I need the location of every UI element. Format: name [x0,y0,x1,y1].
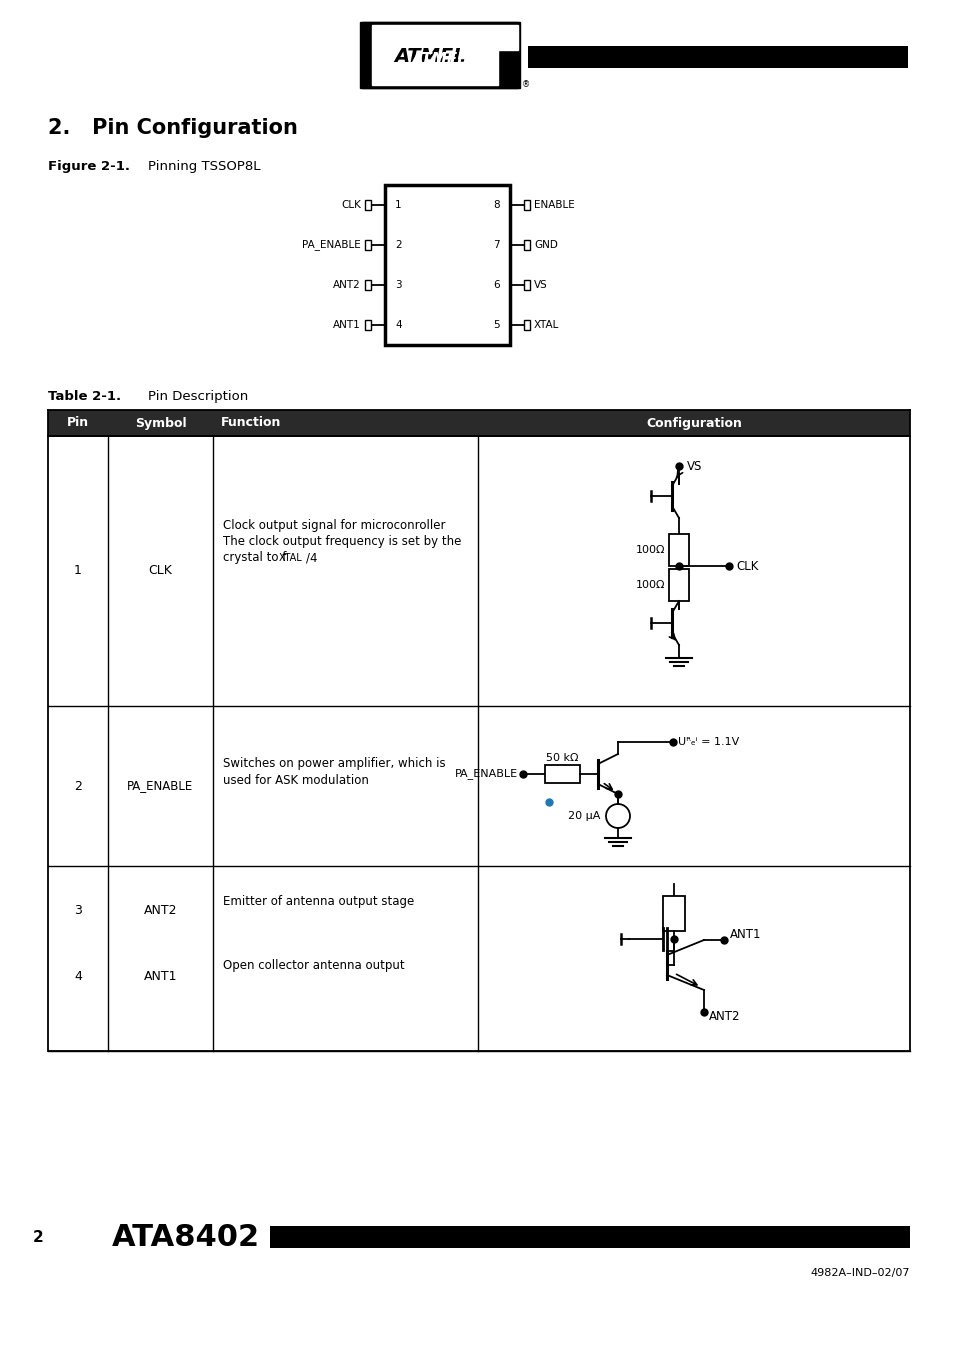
Bar [523,280,530,290]
Text: 3: 3 [395,280,401,290]
Bar [523,320,530,330]
Text: 50 kΩ: 50 kΩ [546,753,578,763]
Text: Configuration: Configuration [645,416,741,430]
Text: 8: 8 [493,200,499,209]
Circle shape [605,804,629,828]
Text: ®: ® [521,81,530,89]
Bar [544,765,579,784]
Text: used for ASK modulation: used for ASK modulation [223,774,369,786]
Text: PA_ENABLE: PA_ENABLE [128,780,193,793]
Text: ANT2: ANT2 [333,280,360,290]
Text: Pin: Pin [67,416,89,430]
Bar [365,280,371,290]
Polygon shape [361,26,517,88]
Bar [523,200,530,209]
Text: ATMEL: ATMEL [412,53,468,68]
Text: ANT1: ANT1 [729,928,760,942]
Text: CLK: CLK [149,565,172,577]
Bar [668,534,688,566]
Text: Switches on power amplifier, which is: Switches on power amplifier, which is [223,758,445,770]
Text: 5: 5 [493,320,499,330]
Text: /4: /4 [306,551,317,565]
Bar [385,185,510,345]
Text: 4982A–IND–02/07: 4982A–IND–02/07 [810,1269,909,1278]
Bar [365,320,371,330]
Text: Emitter of antenna output stage: Emitter of antenna output stage [223,894,414,908]
Text: Pin Description: Pin Description [148,390,248,403]
Bar [365,240,371,250]
Text: 4: 4 [395,320,401,330]
Text: CLK: CLK [341,200,360,209]
Text: PA_ENABLE: PA_ENABLE [455,769,517,780]
Text: Function: Function [221,416,281,430]
Text: ATA8402: ATA8402 [112,1223,260,1251]
Text: Symbol: Symbol [134,416,186,430]
Text: 6: 6 [493,280,499,290]
Text: ENABLE: ENABLE [534,200,574,209]
Bar [361,22,517,88]
Text: 100Ω: 100Ω [635,580,664,590]
Text: VS: VS [534,280,547,290]
Text: Open collector antenna output: Open collector antenna output [223,959,404,973]
Text: The clock output frequency is set by the: The clock output frequency is set by the [223,535,461,549]
Text: 2: 2 [395,240,401,250]
Bar [527,46,907,68]
Text: 1: 1 [74,565,82,577]
Text: 7: 7 [493,240,499,250]
Text: Uᴿₑⁱ = 1.1V: Uᴿₑⁱ = 1.1V [678,738,739,747]
Text: XTAL: XTAL [534,320,558,330]
Text: 3: 3 [74,905,82,917]
Text: ANT2: ANT2 [708,1011,740,1024]
Text: 2.   Pin Configuration: 2. Pin Configuration [48,118,297,138]
Text: Table 2-1.: Table 2-1. [48,390,121,403]
Text: XTAL: XTAL [278,553,302,563]
Text: ATMEL: ATMEL [394,47,465,66]
Text: crystal to f: crystal to f [223,551,286,565]
Bar [270,1225,909,1248]
Text: CLK: CLK [735,559,758,573]
Text: Pinning TSSOP8L: Pinning TSSOP8L [148,159,260,173]
Text: ANT1: ANT1 [333,320,360,330]
Text: 2: 2 [32,1229,43,1244]
Text: 20 μA: 20 μA [567,811,599,821]
Text: 1: 1 [395,200,401,209]
Text: 100Ω: 100Ω [635,544,664,555]
Text: 4: 4 [74,970,82,982]
Text: Clock output signal for microconroller: Clock output signal for microconroller [223,520,445,532]
Text: 2: 2 [74,780,82,793]
Text: PA_ENABLE: PA_ENABLE [302,239,360,250]
Text: ANT2: ANT2 [144,905,177,917]
Text: Figure 2-1.: Figure 2-1. [48,159,130,173]
Polygon shape [359,22,519,88]
Bar [48,436,909,1051]
Bar [668,569,688,601]
Bar [662,896,684,931]
Text: GND: GND [534,240,558,250]
Text: VS: VS [686,459,701,473]
Text: ANT1: ANT1 [144,970,177,982]
Bar [523,240,530,250]
Bar [365,200,371,209]
Bar [48,409,909,436]
Polygon shape [372,26,517,85]
